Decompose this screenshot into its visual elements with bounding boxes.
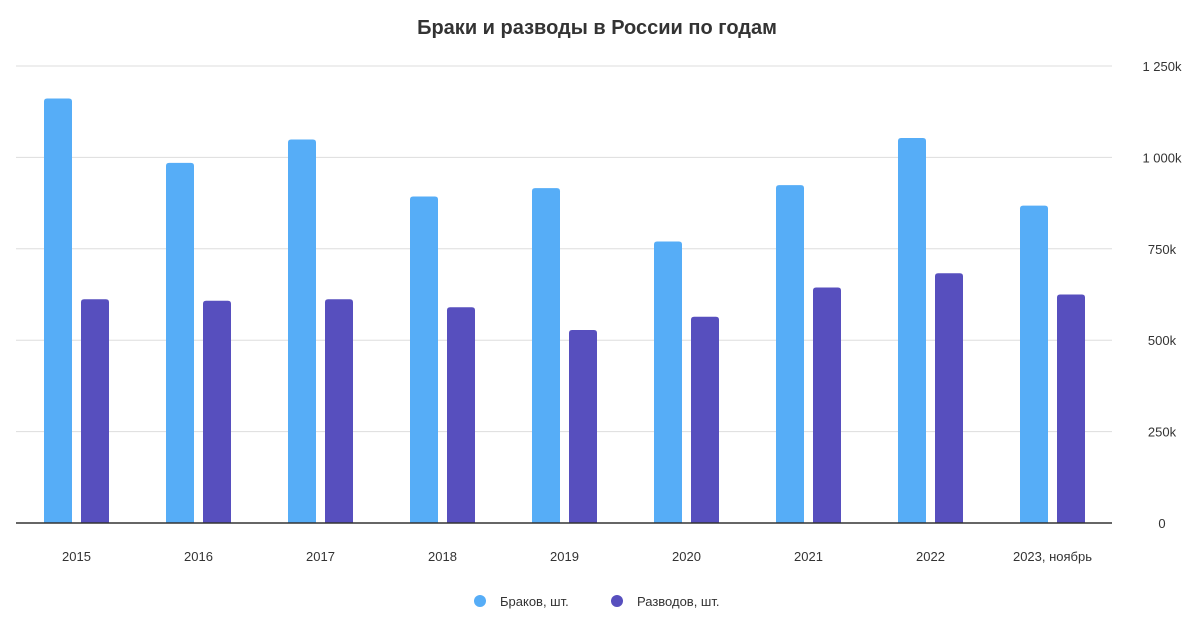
bar-divorces: [935, 273, 963, 523]
chart-title: Браки и разводы в России по годам: [417, 17, 777, 39]
bar-divorces: [203, 300, 231, 523]
bar-divorces: [81, 299, 109, 523]
bar-divorces: [325, 299, 353, 523]
x-tick-label: 2018: [428, 549, 457, 564]
y-axis-ticks: 0 250k 500k 750k 1 000k 1 250k: [1142, 59, 1182, 531]
legend-marker: [611, 595, 623, 607]
bar-marriages: [166, 162, 194, 523]
bar-divorces: [1057, 294, 1085, 523]
x-tick-label: 2022: [916, 549, 945, 564]
legend: Браков, шт. Разводов, шт.: [474, 594, 720, 609]
x-tick-label: 2015: [62, 549, 91, 564]
x-tick-label: 2023, ноябрь: [1013, 549, 1092, 564]
bars: [44, 98, 1085, 524]
x-axis-ticks: 2015 2016 2017 2018 2019 2020 2021 2022 2023, но…: [62, 549, 1092, 564]
y-tick-label: 1 250k: [1142, 59, 1182, 74]
x-tick-label: 2021: [794, 549, 823, 564]
bar-marriages: [44, 98, 72, 524]
x-tick-label: 2016: [184, 549, 213, 564]
grid-lines: [16, 65, 1112, 433]
y-tick-label: 250k: [1148, 425, 1177, 440]
legend-label: Разводов, шт.: [637, 594, 720, 609]
bar-divorces: [569, 329, 597, 523]
bar-marriages: [654, 241, 682, 523]
bar-marriages: [898, 138, 926, 523]
x-tick-label: 2017: [306, 549, 335, 564]
legend-item: Браков, шт.: [474, 594, 569, 609]
legend-marker: [474, 595, 486, 607]
bar-marriages: [1020, 205, 1048, 524]
bar-divorces: [813, 287, 841, 523]
x-tick-label: 2019: [550, 549, 579, 564]
bar-divorces: [691, 316, 719, 523]
y-tick-label: 0: [1158, 516, 1165, 531]
bar-marriages: [532, 188, 560, 523]
bar-divorces: [447, 307, 475, 523]
legend-label: Браков, шт.: [500, 594, 569, 609]
y-tick-label: 1 000k: [1142, 150, 1182, 165]
legend-item: Разводов, шт.: [611, 594, 720, 609]
x-tick-label: 2020: [672, 549, 701, 564]
bar-marriages: [410, 196, 438, 523]
y-tick-label: 750k: [1148, 242, 1177, 257]
bar-marriages: [288, 139, 316, 523]
y-tick-label: 500k: [1148, 333, 1177, 348]
bar-marriages: [776, 185, 804, 523]
